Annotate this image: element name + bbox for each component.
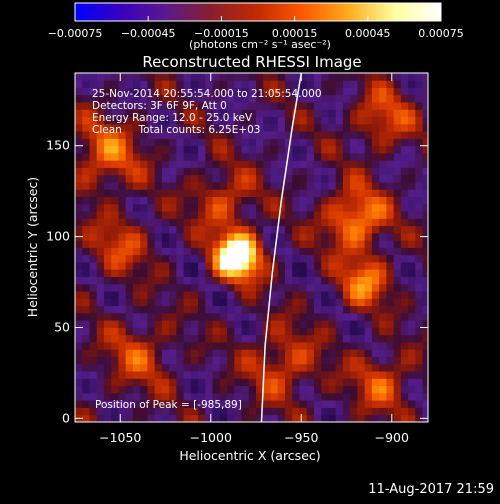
colorbar-tick-label: −0.00075: [48, 27, 103, 40]
annotation-clean: Clean Total counts: 6.25E+03: [92, 124, 261, 136]
x-tick-label: −900: [375, 430, 409, 445]
colorbar-tick-label: 0.00045: [345, 27, 391, 40]
y-tick-label: 0: [62, 410, 70, 425]
x-tick-label: −1000: [190, 430, 232, 445]
plot-frame: [74, 72, 429, 423]
heatmap-cells: [75, 73, 428, 422]
solar-limb-line: [260, 73, 303, 422]
y-tick-label: 100: [46, 229, 70, 244]
y-tick-label: 150: [46, 138, 70, 153]
colorbar-tick-label: 0.00075: [418, 27, 464, 40]
x-tick-label: −950: [284, 430, 318, 445]
x-tick-label: −1050: [99, 430, 141, 445]
colorbar-ticks: −0.00075 −0.00045 −0.00015 0.00015 0.00045 0.…: [48, 16, 464, 40]
plot-area: −1050 −1000 −950 −900 0 50 100 150 25-Nov-2014 …: [46, 72, 429, 445]
colorbar-unit: (photons cm⁻² s⁻¹ asec⁻²): [189, 38, 331, 51]
colorbar-gradient: [74, 2, 442, 22]
colorbar-tick-label: −0.00045: [121, 27, 176, 40]
annotation-detectors: Detectors: 3F 6F 9F, Att 0: [92, 100, 227, 112]
y-tick-label: 50: [54, 319, 70, 334]
chart-title: Reconstructed RHESSI Image: [142, 53, 361, 71]
colorbar-tick-label: −0.00015: [194, 27, 249, 40]
y-axis-label: Heliocentric Y (arcsec): [25, 177, 40, 317]
annotation-time: 25-Nov-2014 20:55:54.000 to 21:05:54.000: [92, 88, 322, 100]
x-axis-label: Heliocentric X (arcsec): [179, 448, 320, 463]
annotation-peak: Position of Peak = [-985,89]: [95, 399, 242, 411]
footer-timestamp: 11-Aug-2017 21:59: [368, 482, 494, 497]
axis-ticks: −1050 −1000 −950 −900 0 50 100 150: [46, 73, 428, 445]
annotation-energy: Energy Range: 12.0 - 25.0 keV: [92, 112, 253, 124]
colorbar-tick-label: 0.00015: [272, 27, 318, 40]
colorbar: −0.00075 −0.00045 −0.00015 0.00015 0.00045 0.…: [48, 2, 464, 51]
